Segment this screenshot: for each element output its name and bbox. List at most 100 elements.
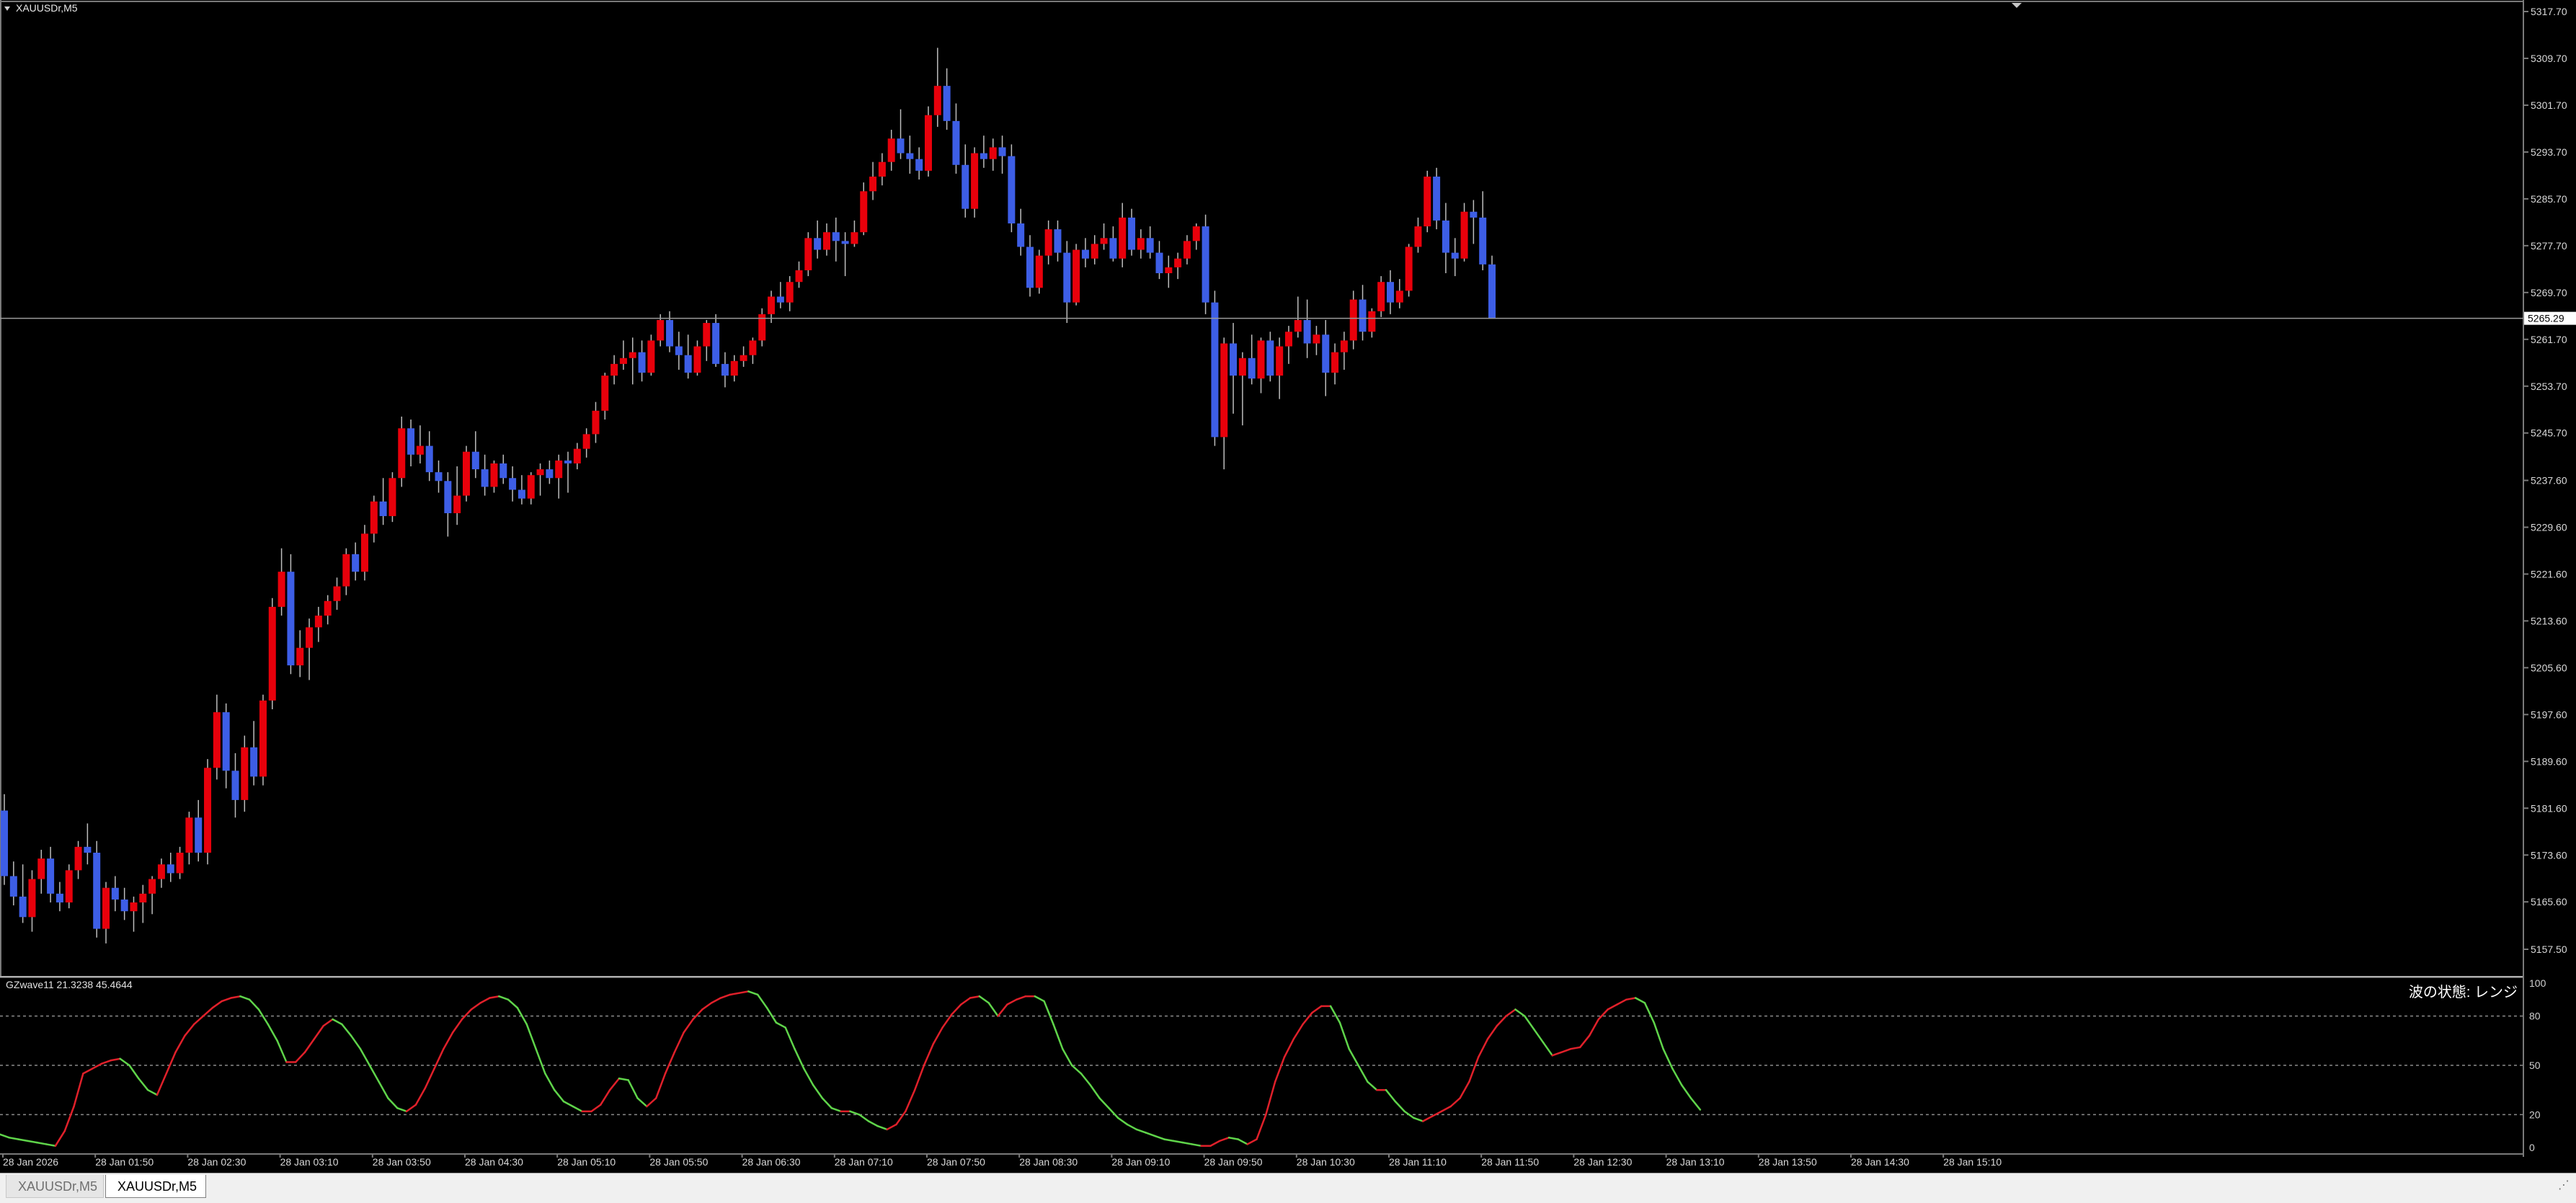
wave-segment xyxy=(683,1018,694,1034)
wave-segment xyxy=(1607,1003,1618,1011)
candle-body xyxy=(176,853,184,874)
wave-segment xyxy=(498,995,510,1001)
wave-segment xyxy=(1246,1138,1258,1145)
wave-segment xyxy=(618,1077,630,1081)
wave-segment xyxy=(1385,1088,1397,1103)
candle-body xyxy=(166,864,174,874)
level-label: 80 xyxy=(2529,1011,2541,1022)
candle-body xyxy=(1479,217,1487,265)
candle-body xyxy=(897,138,905,154)
wave-segment xyxy=(525,1023,537,1050)
candle-body xyxy=(721,363,729,376)
price-tick-label: 5317.70 xyxy=(2531,6,2567,17)
candle-body xyxy=(1220,343,1228,438)
wave-segment xyxy=(1145,1132,1156,1137)
wave-segment xyxy=(1477,1038,1489,1058)
wave-segment xyxy=(608,1077,621,1091)
wave-segment xyxy=(710,997,722,1004)
wave-segment xyxy=(1089,1084,1101,1099)
wave-segment xyxy=(0,1133,11,1139)
candle-body xyxy=(1284,332,1292,347)
wave-segment xyxy=(858,1114,870,1122)
candle-body xyxy=(314,616,322,628)
level-label: 50 xyxy=(2529,1060,2541,1071)
wave-segment xyxy=(1126,1123,1138,1131)
candle-body xyxy=(804,238,812,270)
candle-body xyxy=(822,232,830,250)
candle-body xyxy=(555,460,563,479)
wave-segment xyxy=(461,1008,473,1021)
wave-segment xyxy=(1043,1000,1054,1026)
wave-segment xyxy=(1468,1056,1480,1083)
wave-segment xyxy=(886,1123,897,1131)
candle-body xyxy=(647,340,655,373)
wave-segment xyxy=(368,1064,380,1083)
candle-body xyxy=(1359,299,1367,332)
candle-body xyxy=(1100,238,1108,244)
candle-body xyxy=(740,355,747,361)
candle-body xyxy=(998,147,1006,156)
wave-segment xyxy=(1560,1047,1572,1054)
candle-body xyxy=(1405,247,1413,291)
wave-segment xyxy=(221,997,232,1003)
candle-body xyxy=(1081,249,1089,259)
time-tick-label: 28 Jan 02:30 xyxy=(187,1156,246,1168)
time-tick-label: 28 Jan 09:50 xyxy=(1204,1156,1263,1168)
candle-body xyxy=(943,86,951,121)
candle-body xyxy=(971,153,979,209)
candle-body xyxy=(157,864,165,879)
wave-segment xyxy=(1578,1034,1591,1049)
indicator-panel[interactable]: 100 80 50 20 0 GZwave11 21.3238 45.4644 波の状態: … xyxy=(0,976,2576,1157)
time-tick-label: 28 Jan 13:50 xyxy=(1759,1156,1817,1168)
candle-body xyxy=(1091,244,1098,259)
price-tick-label: 5261.70 xyxy=(2531,334,2567,345)
chart-window[interactable]: 5317.70 5309.70 5301.70 5293.70 5285.70 5277.… xyxy=(0,0,2576,1173)
candle-body xyxy=(841,241,849,244)
candle-body xyxy=(629,352,636,358)
wave-segment xyxy=(1680,1084,1692,1099)
candle-body xyxy=(111,887,119,900)
candle-body xyxy=(231,771,239,800)
price-tick-label: 5165.60 xyxy=(2531,896,2567,907)
price-tick-label: 5237.60 xyxy=(2531,475,2567,487)
wave-segment xyxy=(27,1140,38,1144)
time-tick-label: 28 Jan 03:50 xyxy=(373,1156,431,1168)
candle-body xyxy=(1035,255,1043,288)
candle-body xyxy=(1424,177,1431,227)
candle-body xyxy=(84,846,92,853)
wave-segment xyxy=(1135,1128,1147,1134)
wave-segment xyxy=(451,1018,463,1034)
price-chart[interactable]: 5317.70 5309.70 5301.70 5293.70 5285.70 5277.… xyxy=(0,0,2576,976)
wave-segment xyxy=(756,993,768,1009)
candle-body xyxy=(398,428,406,479)
wave-segment xyxy=(73,1073,84,1108)
wave-segment xyxy=(1329,1005,1341,1024)
time-tick-label: 28 Jan 03:10 xyxy=(280,1156,339,1168)
candle-body xyxy=(638,352,646,373)
candle-body xyxy=(749,340,757,355)
wave-segment xyxy=(1006,998,1018,1006)
candle-body xyxy=(352,554,360,572)
wave-segment xyxy=(443,1031,454,1050)
candle-body xyxy=(1276,346,1284,376)
wave-segment xyxy=(1237,1138,1248,1145)
wave-segment xyxy=(138,1077,149,1091)
wave-segment xyxy=(590,1104,602,1113)
price-tick-label: 5213.60 xyxy=(2531,615,2567,626)
chart-tab-xauusdr-m5-inactive[interactable]: XAUUSDr,M5 xyxy=(6,1175,104,1198)
price-tick-label: 5189.60 xyxy=(2531,755,2567,767)
time-tick-label: 28 Jan 06:30 xyxy=(742,1156,801,1168)
level-label: 0 xyxy=(2529,1142,2535,1153)
candle-body xyxy=(471,451,479,470)
wave-segment xyxy=(1265,1080,1276,1116)
price-tick-label: 5269.70 xyxy=(2531,287,2567,298)
wave-segment xyxy=(1191,1143,1202,1147)
level-label: 100 xyxy=(2529,977,2546,989)
resize-grip-icon[interactable]: ⋰ xyxy=(2558,1179,2570,1191)
candle-body xyxy=(1488,264,1496,319)
chart-tab-xauusdr-m5-active[interactable]: XAUUSDr,M5 xyxy=(105,1175,206,1198)
wave-segment xyxy=(119,1057,130,1067)
wave-segment xyxy=(553,1088,565,1103)
wave-segment xyxy=(1218,1137,1230,1142)
wave-segment xyxy=(600,1088,611,1106)
